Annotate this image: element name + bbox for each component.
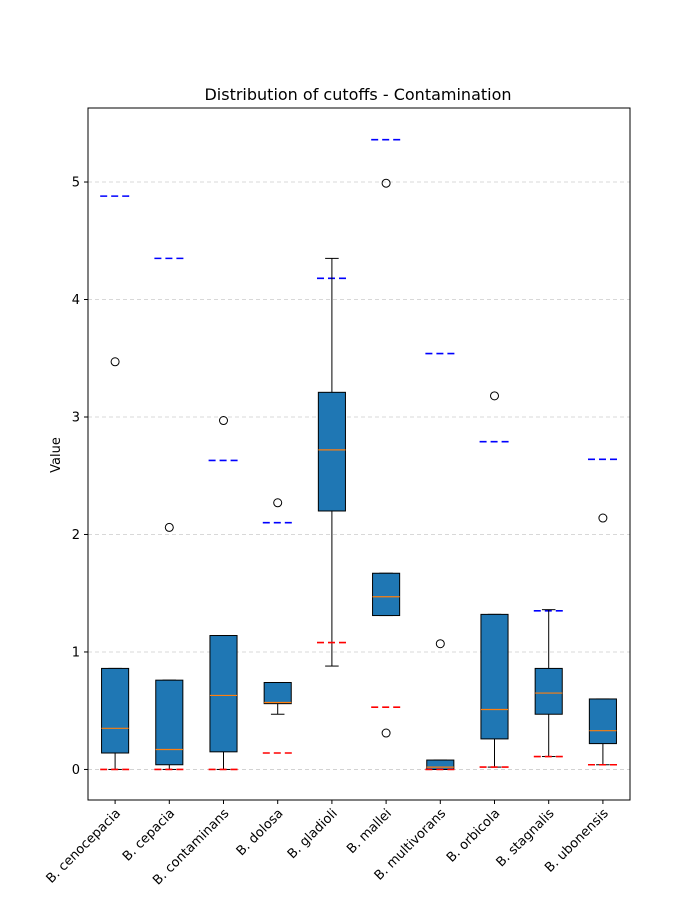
- outlier-point: [164, 522, 174, 532]
- box: [372, 572, 401, 617]
- y-tick-label: 3: [72, 410, 80, 425]
- gridlines: [88, 181, 630, 770]
- box: [534, 667, 563, 715]
- x-tick-label: B. dolosa: [234, 806, 287, 859]
- outlier-point: [381, 178, 391, 188]
- outlier-point: [110, 357, 120, 367]
- box: [155, 679, 184, 766]
- y-tick-label: 1: [72, 645, 80, 660]
- y-tick-label: 5: [72, 176, 80, 191]
- box: [101, 667, 130, 754]
- box-marks: [100, 138, 618, 771]
- chart-title: Distribution of cutoffs - Contamination: [204, 85, 511, 104]
- y-axis-label: Value: [49, 437, 64, 473]
- box: [263, 682, 292, 705]
- outlier-point: [381, 728, 391, 738]
- box: [209, 635, 238, 753]
- y-tick-label: 4: [72, 293, 80, 308]
- y-tick-label: 2: [72, 528, 80, 543]
- x-tick-label: B. orbicola: [444, 806, 503, 865]
- x-tick-label: B. mallei: [344, 806, 395, 857]
- outlier-point: [598, 513, 608, 523]
- box: [588, 698, 617, 745]
- plot-frame: [87, 107, 631, 801]
- x-tick-label: B. gladioli: [285, 806, 341, 862]
- x-tick-label: B. cenocepacia: [44, 806, 124, 886]
- outlier-point: [435, 639, 445, 649]
- box: [317, 391, 346, 512]
- box: [480, 613, 509, 740]
- x-tick-label: B. cepacia: [120, 806, 178, 864]
- y-tick-label: 0: [72, 763, 80, 778]
- outlier-point: [490, 391, 499, 401]
- outlier-point: [219, 416, 228, 426]
- outlier-point: [273, 498, 283, 508]
- box: [426, 759, 455, 770]
